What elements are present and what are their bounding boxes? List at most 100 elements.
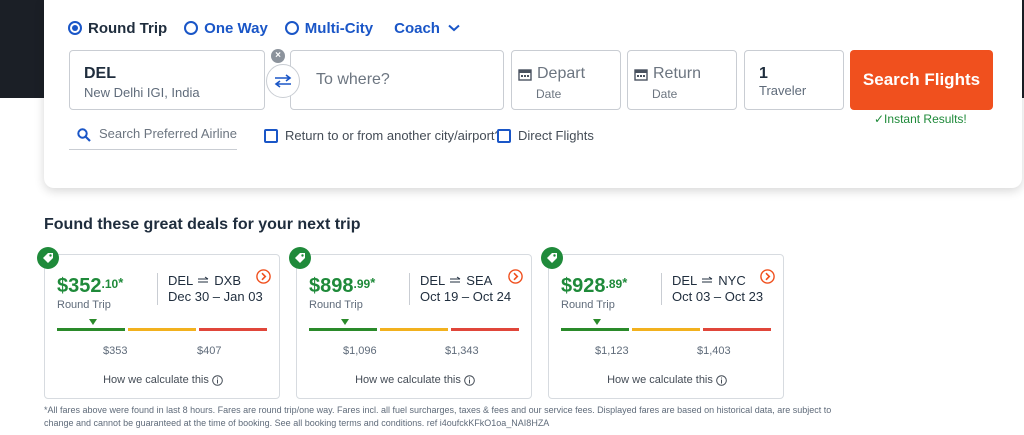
trip-type-label: Round Trip [309, 299, 363, 311]
multi-city-label: Multi-City [304, 19, 374, 37]
divider [661, 273, 662, 305]
high-price-segment [199, 328, 267, 331]
return-date-field[interactable]: Return Date [627, 50, 737, 110]
traveler-label: Traveler [759, 83, 807, 98]
round-trip-label: Round Trip [88, 19, 168, 37]
how-we-calculate-link[interactable]: How we calculate this [297, 374, 533, 386]
origin-field[interactable]: DEL New Delhi IGI, India [69, 50, 265, 110]
trip-type-label: Round Trip [57, 299, 111, 311]
mid-price-segment [380, 328, 448, 331]
traveler-count: 1 [759, 65, 768, 82]
price-pointer-icon [341, 319, 349, 325]
price-range-bar [309, 328, 519, 331]
chevron-right-circle-icon[interactable] [508, 269, 523, 284]
high-price-segment [451, 328, 519, 331]
round-trip-option[interactable]: Round Trip [68, 20, 167, 37]
price-tag-icon [37, 247, 59, 269]
return-other-city-label: Return to or from another city/airport? [285, 128, 502, 143]
deal-price: $898.99* [309, 275, 376, 297]
calendar-icon [634, 68, 648, 81]
depart-date-field[interactable]: Depart Date [511, 50, 621, 110]
direct-flights-option[interactable]: Direct Flights [497, 128, 594, 143]
direct-flights-label: Direct Flights [518, 128, 594, 143]
multi-city-option[interactable]: Multi-City [284, 19, 374, 37]
one-way-option[interactable]: One Way [184, 20, 268, 37]
return-other-city-option[interactable]: Return to or from another city/airport? [264, 128, 502, 143]
mid-price-segment [128, 328, 196, 331]
return-sublabel: Date [652, 87, 678, 101]
preferred-airline-placeholder: Search Preferred Airline [99, 126, 238, 141]
deal-price: $352.10* [57, 275, 124, 297]
origin-code: DEL [84, 65, 116, 82]
range-low-price: $1,096 [343, 345, 377, 357]
mid-price-segment [632, 328, 700, 331]
range-low-price: $1,123 [595, 345, 629, 357]
price-tag-icon [289, 247, 311, 269]
round-trip-arrows-icon [450, 276, 461, 283]
range-high-price: $407 [197, 345, 222, 357]
how-we-calculate-link[interactable]: How we calculate this [45, 374, 281, 386]
depart-sublabel: Date [536, 87, 562, 101]
chevron-right-circle-icon[interactable] [760, 269, 775, 284]
direct-flights-checkbox[interactable] [497, 128, 511, 143]
return-label: Return [653, 65, 702, 82]
how-we-calculate-link[interactable]: How we calculate this [549, 374, 785, 386]
cabin-class-value: Coach [394, 19, 440, 37]
deal-dates: Dec 30 – Jan 03 [168, 289, 263, 304]
chevron-right-circle-icon[interactable] [256, 269, 271, 284]
one-way-label: One Way [204, 19, 268, 37]
origin-airport-name: New Delhi IGI, India [84, 85, 200, 100]
round-trip-arrows-icon [198, 276, 209, 283]
return-other-city-checkbox[interactable] [264, 128, 278, 143]
destination-field[interactable]: To where? [290, 50, 504, 110]
deal-dates: Oct 19 – Oct 24 [420, 289, 512, 304]
round-trip-radio[interactable] [68, 21, 82, 35]
deal-card[interactable]: $898.99* Round Trip DEL SEA Oct 19 – Oct… [289, 247, 533, 399]
price-pointer-icon [89, 319, 97, 325]
deal-route: DEL SEA [420, 273, 493, 288]
divider [409, 273, 410, 305]
flight-search-panel: Round Trip One Way Multi-City Coach DEL … [44, 0, 1022, 188]
low-price-segment [57, 328, 125, 331]
swap-icon [274, 74, 292, 88]
info-icon [212, 374, 223, 386]
low-price-segment [561, 328, 629, 331]
trip-type-label: Round Trip [561, 299, 615, 311]
fare-disclaimer: *All fares above were found in last 8 ho… [44, 405, 832, 428]
price-range-bar [561, 328, 771, 331]
depart-label: Depart [537, 65, 586, 82]
calendar-icon [518, 68, 532, 81]
travelers-field[interactable]: 1 Traveler [744, 50, 844, 110]
price-tag-icon [541, 247, 563, 269]
trip-type-selector: Round Trip One Way Multi-City Coach [68, 16, 460, 40]
price-range-bar [57, 328, 267, 331]
chevron-down-icon [448, 24, 460, 32]
close-icon[interactable]: × [271, 49, 285, 63]
deal-dates: Oct 03 – Oct 23 [672, 289, 764, 304]
deal-price: $928.89* [561, 275, 628, 297]
info-icon [716, 374, 727, 386]
instant-results-note: ✓Instant Results! [874, 112, 967, 126]
destination-placeholder: To where? [316, 71, 390, 88]
preferred-airline-input[interactable]: Search Preferred Airline [69, 126, 237, 150]
multi-city-radio[interactable] [284, 21, 299, 35]
search-icon [77, 128, 91, 142]
one-way-radio[interactable] [184, 21, 199, 35]
high-price-segment [703, 328, 771, 331]
range-high-price: $1,403 [697, 345, 731, 357]
deal-route: DEL NYC [672, 273, 746, 288]
range-low-price: $353 [103, 345, 128, 357]
cabin-class-dropdown[interactable]: Coach [394, 20, 460, 37]
divider [157, 273, 158, 305]
range-high-price: $1,343 [445, 345, 479, 357]
deals-heading: Found these great deals for your next tr… [44, 216, 361, 233]
swap-button[interactable] [266, 64, 300, 98]
low-price-segment [309, 328, 377, 331]
deal-route: DEL DXB [168, 273, 242, 288]
search-flights-button[interactable]: Search Flights [850, 50, 993, 110]
deal-card[interactable]: $352.10* Round Trip DEL DXB Dec 30 – Jan… [37, 247, 281, 399]
price-pointer-icon [593, 319, 601, 325]
info-icon [464, 374, 475, 386]
round-trip-arrows-icon [702, 276, 713, 283]
deal-card[interactable]: $928.89* Round Trip DEL NYC Oct 03 – Oct… [541, 247, 785, 399]
